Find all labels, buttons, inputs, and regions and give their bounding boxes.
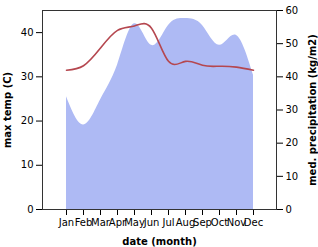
svg-text:30: 30	[21, 71, 34, 82]
svg-text:40: 40	[286, 71, 299, 82]
svg-text:Sep: Sep	[193, 217, 212, 228]
svg-text:0: 0	[27, 204, 33, 215]
svg-text:Feb: Feb	[75, 217, 93, 228]
svg-text:Nov: Nov	[226, 216, 247, 228]
svg-text:30: 30	[286, 104, 299, 115]
svg-text:10: 10	[286, 171, 299, 182]
svg-text:60: 60	[286, 5, 299, 16]
svg-text:10: 10	[21, 159, 34, 170]
svg-text:Mar: Mar	[91, 217, 111, 228]
svg-text:Jun: Jun	[143, 217, 160, 228]
svg-text:Jan: Jan	[58, 217, 74, 228]
svg-text:max temp (C): max temp (C)	[2, 72, 13, 148]
svg-text:med. precipitation (kg/m2): med. precipitation (kg/m2)	[307, 34, 318, 186]
svg-text:date (month): date (month)	[122, 236, 196, 247]
svg-text:50: 50	[286, 38, 299, 49]
svg-text:40: 40	[21, 27, 34, 38]
svg-text:20: 20	[286, 137, 299, 148]
svg-text:Aug: Aug	[175, 216, 196, 228]
svg-text:0: 0	[286, 204, 292, 215]
svg-text:Dec: Dec	[244, 217, 263, 228]
svg-text:May: May	[124, 217, 145, 228]
svg-text:Apr: Apr	[108, 216, 127, 228]
svg-text:Jul: Jul	[161, 217, 174, 228]
svg-text:20: 20	[21, 115, 34, 126]
svg-text:Oct: Oct	[211, 217, 228, 228]
